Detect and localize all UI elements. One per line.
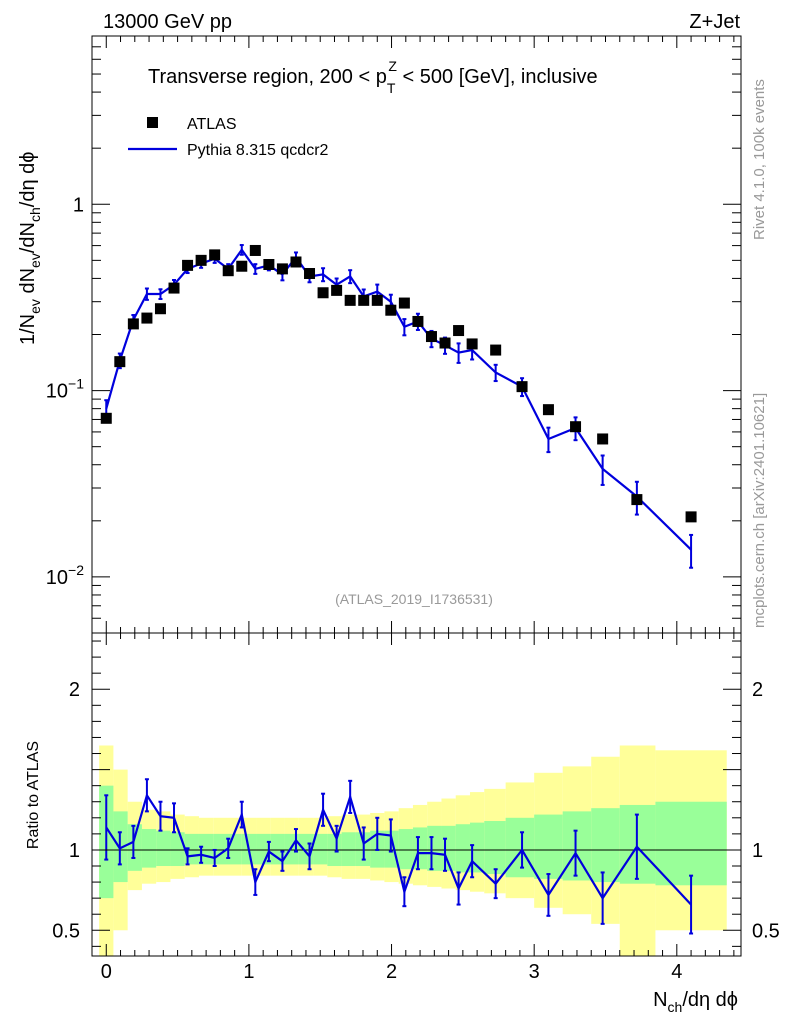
atlas-data-point [385, 304, 397, 316]
ratio-panel-content [92, 745, 741, 956]
ratio-y-tick-label-right: 0.5 [752, 920, 780, 942]
main-panel-axes: 10−2 10−1 1 [46, 35, 741, 634]
atlas-data-point [685, 511, 697, 523]
atlas-data-point [141, 312, 153, 324]
analysis-watermark: (ATLAS_2019_I1736531) [335, 591, 493, 607]
green-band-bin [398, 829, 413, 870]
ratio-y-tick-label: 2 [69, 679, 80, 701]
atlas-data-point [209, 249, 221, 261]
atlas-data-point [249, 244, 261, 256]
atlas-data-point [304, 268, 316, 280]
atlas-data-point [168, 282, 180, 294]
atlas-data-point [542, 404, 554, 416]
atlas-data-point [597, 433, 609, 445]
ratio-y-tick-label: 0.5 [52, 920, 80, 942]
legend-atlas-marker [147, 117, 158, 128]
green-band-bin [534, 814, 563, 879]
atlas-data-point [439, 337, 451, 349]
green-band-bin [141, 829, 157, 868]
atlas-data-point [114, 356, 126, 368]
green-band-bin [156, 830, 171, 867]
ratio-y-axis-label: Ratio to ATLAS [25, 741, 42, 849]
atlas-data-point [127, 318, 139, 330]
ratio-panel-axes: 0 1 2 3 4 0.5 0.5 1 1 2 2 [52, 633, 780, 983]
atlas-data-point [631, 494, 643, 506]
atlas-data-point [570, 421, 582, 433]
atlas-data-point [516, 381, 528, 393]
energy-label: 13000 GeV pp [103, 11, 232, 33]
green-band-bin [655, 801, 727, 886]
x-tick-label: 4 [671, 961, 682, 983]
atlas-data-point [276, 263, 288, 275]
atlas-data-point [453, 325, 465, 337]
atlas-data-point [236, 260, 248, 272]
x-axis-label: Nch/dη dϕ [653, 989, 738, 1015]
atlas-data-point [466, 338, 478, 350]
green-band-bin [484, 821, 506, 875]
green-band-bin [127, 824, 142, 871]
ratio-y-tick-label: 1 [69, 840, 80, 862]
atlas-data-point [195, 254, 207, 266]
ratio-y-tick-label-right: 2 [752, 679, 763, 701]
green-band-bin [455, 824, 470, 873]
atlas-data-point [398, 297, 410, 309]
green-band-bin [270, 833, 285, 865]
green-band-bin [505, 817, 535, 878]
pythia-series-line [105, 247, 692, 551]
atlas-data-point [222, 265, 234, 277]
y-tick-label: 10−2 [46, 562, 84, 589]
rivet-version-label: Rivet 4.1.0, 100k events [751, 79, 768, 240]
ratio-y-tick-label-right: 1 [752, 840, 763, 862]
atlas-data-point [425, 331, 437, 343]
x-tick-label: 2 [386, 961, 397, 983]
y-tick-label: 10−1 [46, 376, 84, 403]
x-tick-label: 0 [101, 961, 112, 983]
atlas-data-point [182, 259, 194, 271]
atlas-data-point [263, 259, 275, 271]
green-band-bin [341, 832, 356, 867]
x-tick-label: 1 [243, 961, 254, 983]
green-band-bin [591, 808, 620, 883]
atlas-data-point [154, 303, 166, 315]
legend: ATLAS Pythia 8.315 qcdcr2 [128, 116, 329, 159]
atlas-data-point [331, 284, 343, 296]
legend-atlas-label: ATLAS [187, 116, 237, 133]
source-label: mcplots.cern.ch [arXiv:2401.10621] [751, 393, 768, 628]
atlas-data-point [290, 256, 302, 268]
plot-title: Transverse region, 200 < pTZ < 500 [GeV]… [148, 58, 598, 96]
legend-pythia-label: Pythia 8.315 qcdcr2 [187, 142, 329, 159]
atlas-data-point [490, 344, 502, 356]
main-panel-content [100, 244, 697, 569]
atlas-data-point [317, 287, 329, 299]
green-band-bin [313, 833, 328, 865]
atlas-data-point [344, 294, 356, 306]
main-y-axis-label: 1/Nev dNev/dNch/dη dϕ [17, 152, 43, 345]
x-tick-label: 3 [529, 961, 540, 983]
atlas-data-point [371, 294, 383, 306]
green-band-bin [562, 811, 592, 881]
green-band-bin [170, 832, 185, 867]
green-band-bin [469, 822, 485, 873]
atlas-data-point [412, 315, 424, 327]
atlas-data-point [358, 294, 370, 306]
y-tick-label: 1 [73, 194, 84, 216]
ratio-panel-frame [91, 632, 742, 957]
process-label: Z+Jet [689, 11, 740, 33]
atlas-data-point [100, 412, 112, 424]
green-band-bin [427, 825, 442, 871]
